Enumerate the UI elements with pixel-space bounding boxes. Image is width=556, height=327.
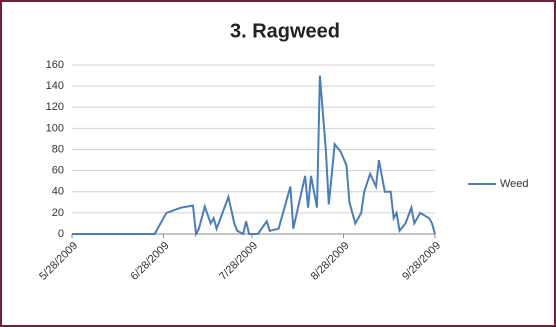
y-tick-label: 160 — [46, 59, 64, 71]
line-series — [72, 75, 436, 238]
legend-label: Weed — [500, 178, 529, 190]
y-tick-label: 140 — [46, 80, 64, 92]
y-tick-label: 0 — [58, 228, 64, 240]
y-tick-label: 40 — [52, 186, 64, 198]
y-tick-label: 120 — [46, 101, 64, 113]
y-tick-label: 20 — [52, 207, 64, 219]
chart-title: 3. Ragweed — [230, 20, 340, 42]
y-tick-label: 60 — [52, 165, 64, 177]
y-tick-label: 80 — [52, 143, 64, 155]
y-tick-label: 100 — [46, 122, 64, 134]
